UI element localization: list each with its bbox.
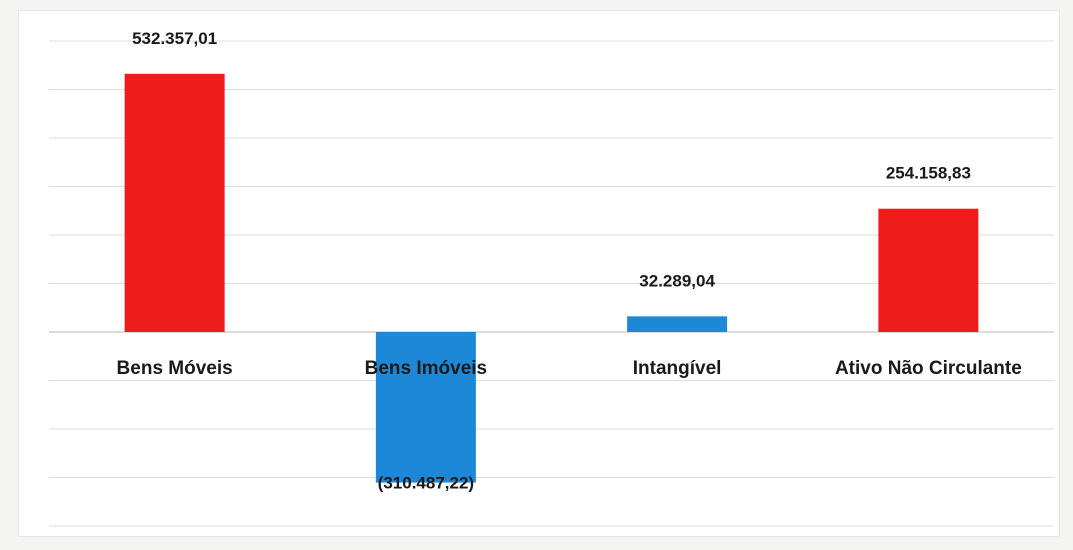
value-labels: 532.357,01 (310.487,22) 32.289,04 254.158,8… <box>132 29 971 493</box>
value-label: 532.357,01 <box>132 29 217 48</box>
bar-chart: 532.357,01 (310.487,22) 32.289,04 254.158,8… <box>49 29 1054 527</box>
bars <box>124 73 979 483</box>
bar-3 <box>878 208 979 332</box>
category-label: Bens Móveis <box>117 358 233 379</box>
value-label: 32.289,04 <box>639 271 715 290</box>
chart-frame: 532.357,01 (310.487,22) 32.289,04 254.158,8… <box>18 10 1060 537</box>
value-label: (310.487,22) <box>378 474 474 493</box>
category-label: Ativo Não Circulante <box>835 358 1022 379</box>
category-label: Intangível <box>633 358 722 379</box>
value-label: 254.158,83 <box>886 164 971 183</box>
category-labels: Bens Móveis Bens Imóveis Intangível Ativo N… <box>117 358 1022 379</box>
bar-0 <box>124 73 225 332</box>
bar-2 <box>627 316 728 332</box>
category-label: Bens Imóveis <box>365 358 488 379</box>
bar-1 <box>375 332 476 483</box>
